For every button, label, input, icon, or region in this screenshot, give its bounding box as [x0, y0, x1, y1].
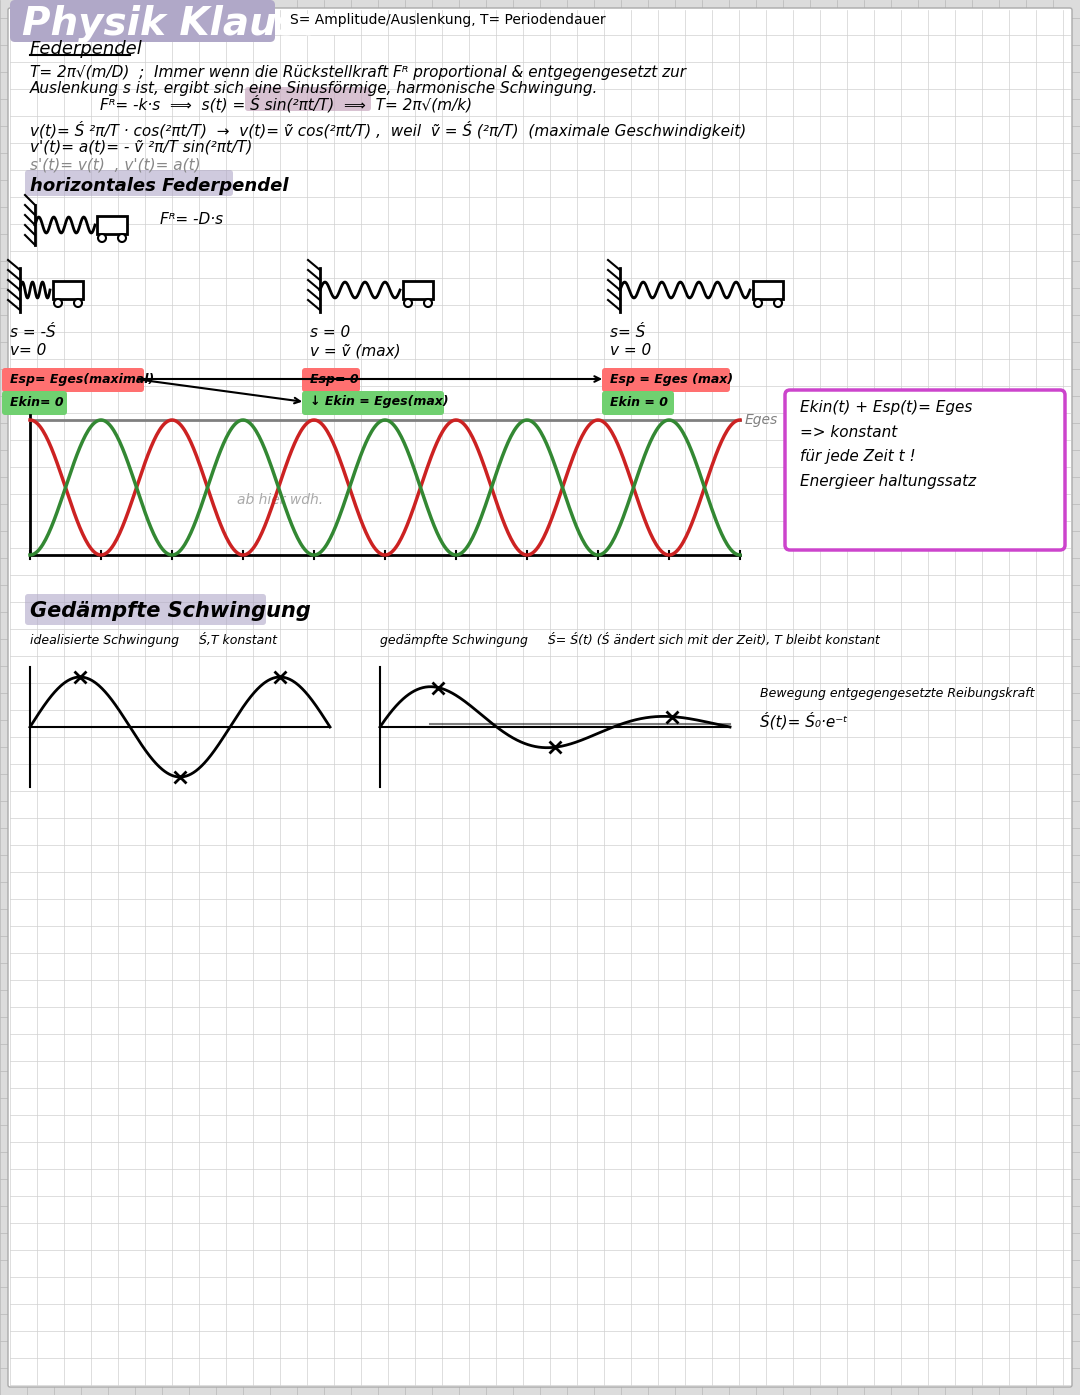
Text: Physik Klausur: Physik Klausur	[22, 6, 347, 43]
Circle shape	[54, 299, 62, 307]
Bar	[753, 280, 783, 299]
FancyBboxPatch shape	[245, 86, 372, 112]
Circle shape	[774, 299, 782, 307]
Text: Esp= Eges(maximal): Esp= Eges(maximal)	[10, 372, 154, 385]
Text: Ekin = 0: Ekin = 0	[610, 396, 669, 409]
Text: s = -Ś: s = -Ś	[10, 325, 56, 340]
Circle shape	[118, 234, 126, 241]
Text: v = 0: v = 0	[610, 343, 651, 359]
Text: Federpendel: Federpendel	[30, 40, 143, 59]
Circle shape	[424, 299, 432, 307]
Text: Ekin= 0: Ekin= 0	[10, 396, 64, 409]
Text: Bewegung entgegengesetzte Reibungskraft: Bewegung entgegengesetzte Reibungskraft	[760, 686, 1035, 700]
Circle shape	[98, 234, 106, 241]
FancyBboxPatch shape	[602, 368, 730, 392]
Text: Fᴿ= -D·s: Fᴿ= -D·s	[160, 212, 224, 227]
Text: Fᴿ= -k·s  ⟹  s(t) = Ś sin(²πt/T)  ⟹  T= 2π√(m/k): Fᴿ= -k·s ⟹ s(t) = Ś sin(²πt/T) ⟹ T= 2π√(…	[100, 95, 472, 113]
Text: v(t)= Ś ²π/T · cos(²πt/T)  →  v(t)= ṽ cos(²πt/T) ,  weil  ṽ = Ś (²π/T)  (maximal: v(t)= Ś ²π/T · cos(²πt/T) → v(t)= ṽ cos(…	[30, 121, 746, 140]
Circle shape	[404, 299, 411, 307]
FancyBboxPatch shape	[2, 368, 144, 392]
Text: horizontales Federpendel: horizontales Federpendel	[30, 177, 288, 195]
Text: v= 0: v= 0	[10, 343, 46, 359]
Text: idealisierte Schwingung     Ś,T konstant: idealisierte Schwingung Ś,T konstant	[30, 632, 276, 647]
Bar	[53, 280, 83, 299]
Circle shape	[75, 299, 82, 307]
Text: Gedämpfte Schwingung: Gedämpfte Schwingung	[30, 601, 311, 621]
Text: gedämpfte Schwingung     Ś= Ś(t) (Ś ändert sich mit der Zeit), T bleibt konstant: gedämpfte Schwingung Ś= Ś(t) (Ś ändert s…	[380, 632, 880, 647]
Text: Ekin(t) + Esp(t)= Eges
=> konstant
für jede Zeit t !
Energieer haltungssatz: Ekin(t) + Esp(t)= Eges => konstant für j…	[800, 400, 976, 488]
Text: Auslenkung s ist, ergibt sich eine Sinusförmige, harmonische Schwingung.: Auslenkung s ist, ergibt sich eine Sinus…	[30, 81, 598, 96]
Text: v'(t)= a(t)= - ṽ ²π/T sin(²πt/T): v'(t)= a(t)= - ṽ ²π/T sin(²πt/T)	[30, 140, 253, 155]
FancyBboxPatch shape	[785, 391, 1065, 550]
Text: s'(t)= v(t)  , v'(t)= a(t): s'(t)= v(t) , v'(t)= a(t)	[30, 158, 201, 173]
FancyBboxPatch shape	[602, 391, 674, 414]
FancyBboxPatch shape	[302, 391, 444, 414]
Text: T= 2π√(m/D)  ;  Immer wenn die Rückstellkraft Fᴿ proportional & entgegengesetzt : T= 2π√(m/D) ; Immer wenn die Rückstellkr…	[30, 66, 686, 80]
Text: v = ṽ (max): v = ṽ (max)	[310, 343, 401, 359]
Bar	[403, 280, 433, 299]
Text: Esp = Eges (max): Esp = Eges (max)	[610, 372, 733, 385]
FancyBboxPatch shape	[2, 391, 67, 414]
FancyBboxPatch shape	[25, 594, 266, 625]
Text: s = 0: s = 0	[310, 325, 350, 340]
FancyBboxPatch shape	[10, 0, 275, 42]
Text: s= Ś: s= Ś	[610, 325, 645, 340]
Text: Esp= 0: Esp= 0	[310, 372, 359, 385]
Text: Eges: Eges	[745, 413, 779, 427]
Circle shape	[754, 299, 762, 307]
Text: ab hier wdh.: ab hier wdh.	[237, 492, 323, 506]
FancyBboxPatch shape	[302, 368, 360, 392]
Text: Ś(t)= Ś₀·e⁻ᵗ: Ś(t)= Ś₀·e⁻ᵗ	[760, 711, 848, 730]
FancyBboxPatch shape	[8, 8, 1072, 1387]
Bar	[97, 216, 127, 234]
Text: ↓ Ekin = Eges(max): ↓ Ekin = Eges(max)	[310, 396, 448, 409]
Text: S= Amplitude/Auslenkung, T= Periodendauer: S= Amplitude/Auslenkung, T= Periodendaue…	[291, 13, 606, 27]
FancyBboxPatch shape	[25, 170, 233, 197]
